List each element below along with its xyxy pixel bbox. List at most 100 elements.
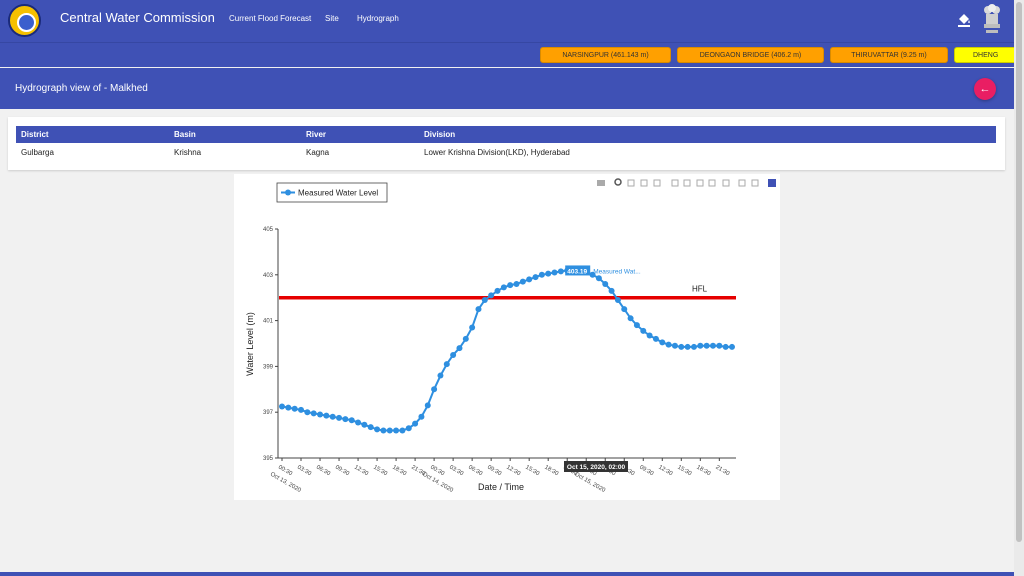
data-point[interactable] [678,343,685,350]
data-point[interactable] [633,322,640,329]
nav-hydrograph[interactable]: Hydrograph [357,14,399,23]
data-point[interactable] [431,386,438,393]
data-point[interactable] [589,271,596,278]
data-point[interactable] [418,413,425,420]
hydrograph-chart[interactable]: Measured Water Level 395 397 399 401 403 405 0… [234,174,780,500]
data-point[interactable] [393,427,400,434]
data-point[interactable] [323,412,330,419]
data-point[interactable] [722,343,729,350]
data-point[interactable] [399,427,406,434]
paint-bucket-icon[interactable] [956,12,972,28]
hover-series-label: Measured Wat... [593,268,641,275]
data-point[interactable] [545,270,552,277]
data-point[interactable] [374,426,381,433]
station-info-card: District Basin River Division Gulbarga K… [8,117,1005,170]
data-point[interactable] [475,306,482,313]
data-point[interactable] [450,351,457,358]
scrollbar-thumb[interactable] [1016,2,1022,542]
data-point[interactable] [532,274,539,281]
data-point[interactable] [342,416,349,423]
data-point[interactable] [665,341,672,348]
cell-division: Lower Krishna Division(LKD), Hyderabad [424,148,570,157]
data-point[interactable] [355,419,362,426]
table-row: Gulbarga Krishna Kagna Lower Krishna Div… [16,144,996,161]
nav-current-flood-forecast[interactable]: Current Flood Forecast [229,14,312,23]
camera-icon[interactable] [597,180,605,186]
zoom-icon[interactable] [614,178,622,186]
data-point[interactable] [304,409,311,416]
data-point[interactable] [526,276,533,283]
data-point[interactable] [348,417,355,424]
data-point[interactable] [690,343,697,350]
back-button[interactable]: ← [974,78,996,100]
spike-lines-icon[interactable] [722,179,730,187]
data-point[interactable] [469,324,476,331]
data-point[interactable] [462,335,469,342]
data-point[interactable] [513,280,520,287]
page-header: Hydrograph view of - Malkhed [0,68,1024,109]
data-point[interactable] [481,296,488,303]
data-point[interactable] [336,414,343,421]
data-point[interactable] [298,406,305,413]
data-point[interactable] [557,268,564,275]
data-point[interactable] [437,372,444,379]
chart-legend[interactable]: Measured Water Level [276,182,388,203]
lasso-select-icon[interactable] [653,179,661,187]
data-point[interactable] [538,271,545,278]
data-point[interactable] [608,287,615,294]
data-point[interactable] [443,361,450,368]
nav-site[interactable]: Site [325,14,339,23]
toolbar-icon-shape [671,179,679,187]
data-point[interactable] [488,292,495,299]
data-point[interactable] [684,343,691,350]
pan-icon[interactable] [627,179,635,187]
reset-axes-icon[interactable] [708,179,716,187]
data-point[interactable] [279,403,285,410]
y-axis-label: Water Level (m) [245,312,255,376]
data-point[interactable] [405,425,412,432]
data-point[interactable] [703,342,710,349]
data-point[interactable] [551,269,558,276]
data-point[interactable] [716,342,723,349]
ticker-pill[interactable]: DEONGAON BRIDGE (406.2 m) [677,47,824,63]
ticker-pill[interactable]: THIRUVATTAR (9.25 m) [830,47,948,63]
data-point[interactable] [595,275,602,282]
data-point[interactable] [640,327,647,334]
data-point[interactable] [627,315,634,322]
x-tick-label: 12:30 [657,465,674,478]
data-point[interactable] [709,342,716,349]
data-point[interactable] [329,413,336,420]
data-point[interactable] [380,427,387,434]
data-point[interactable] [386,427,393,434]
data-point[interactable] [671,342,678,349]
data-point[interactable] [285,404,292,411]
data-point[interactable] [519,278,526,285]
data-point[interactable] [697,342,704,349]
data-point[interactable] [412,420,419,427]
data-point[interactable] [456,345,463,352]
data-point[interactable] [602,280,609,287]
data-point[interactable] [291,405,298,412]
data-point[interactable] [500,284,507,291]
data-point[interactable] [317,411,324,418]
data-point[interactable] [494,287,501,294]
data-point[interactable] [621,306,628,313]
data-point[interactable] [659,339,666,346]
data-point[interactable] [729,343,735,350]
data-point[interactable] [424,402,431,409]
hover-compare-icon[interactable] [751,179,759,187]
data-point[interactable] [646,332,653,339]
data-point[interactable] [361,421,368,428]
data-point[interactable] [507,282,514,289]
data-point[interactable] [614,296,621,303]
zoom-in-icon[interactable] [671,179,679,187]
autoscale-icon[interactable] [696,179,704,187]
plotly-logo-icon[interactable] [768,179,776,187]
box-select-icon[interactable] [640,179,648,187]
hover-closest-icon[interactable] [738,179,746,187]
ticker-pill[interactable]: NARSINGPUR (461.143 m) [540,47,671,63]
data-point[interactable] [310,410,317,417]
zoom-out-icon[interactable] [683,179,691,187]
data-point[interactable] [652,335,659,342]
data-point[interactable] [367,424,374,431]
